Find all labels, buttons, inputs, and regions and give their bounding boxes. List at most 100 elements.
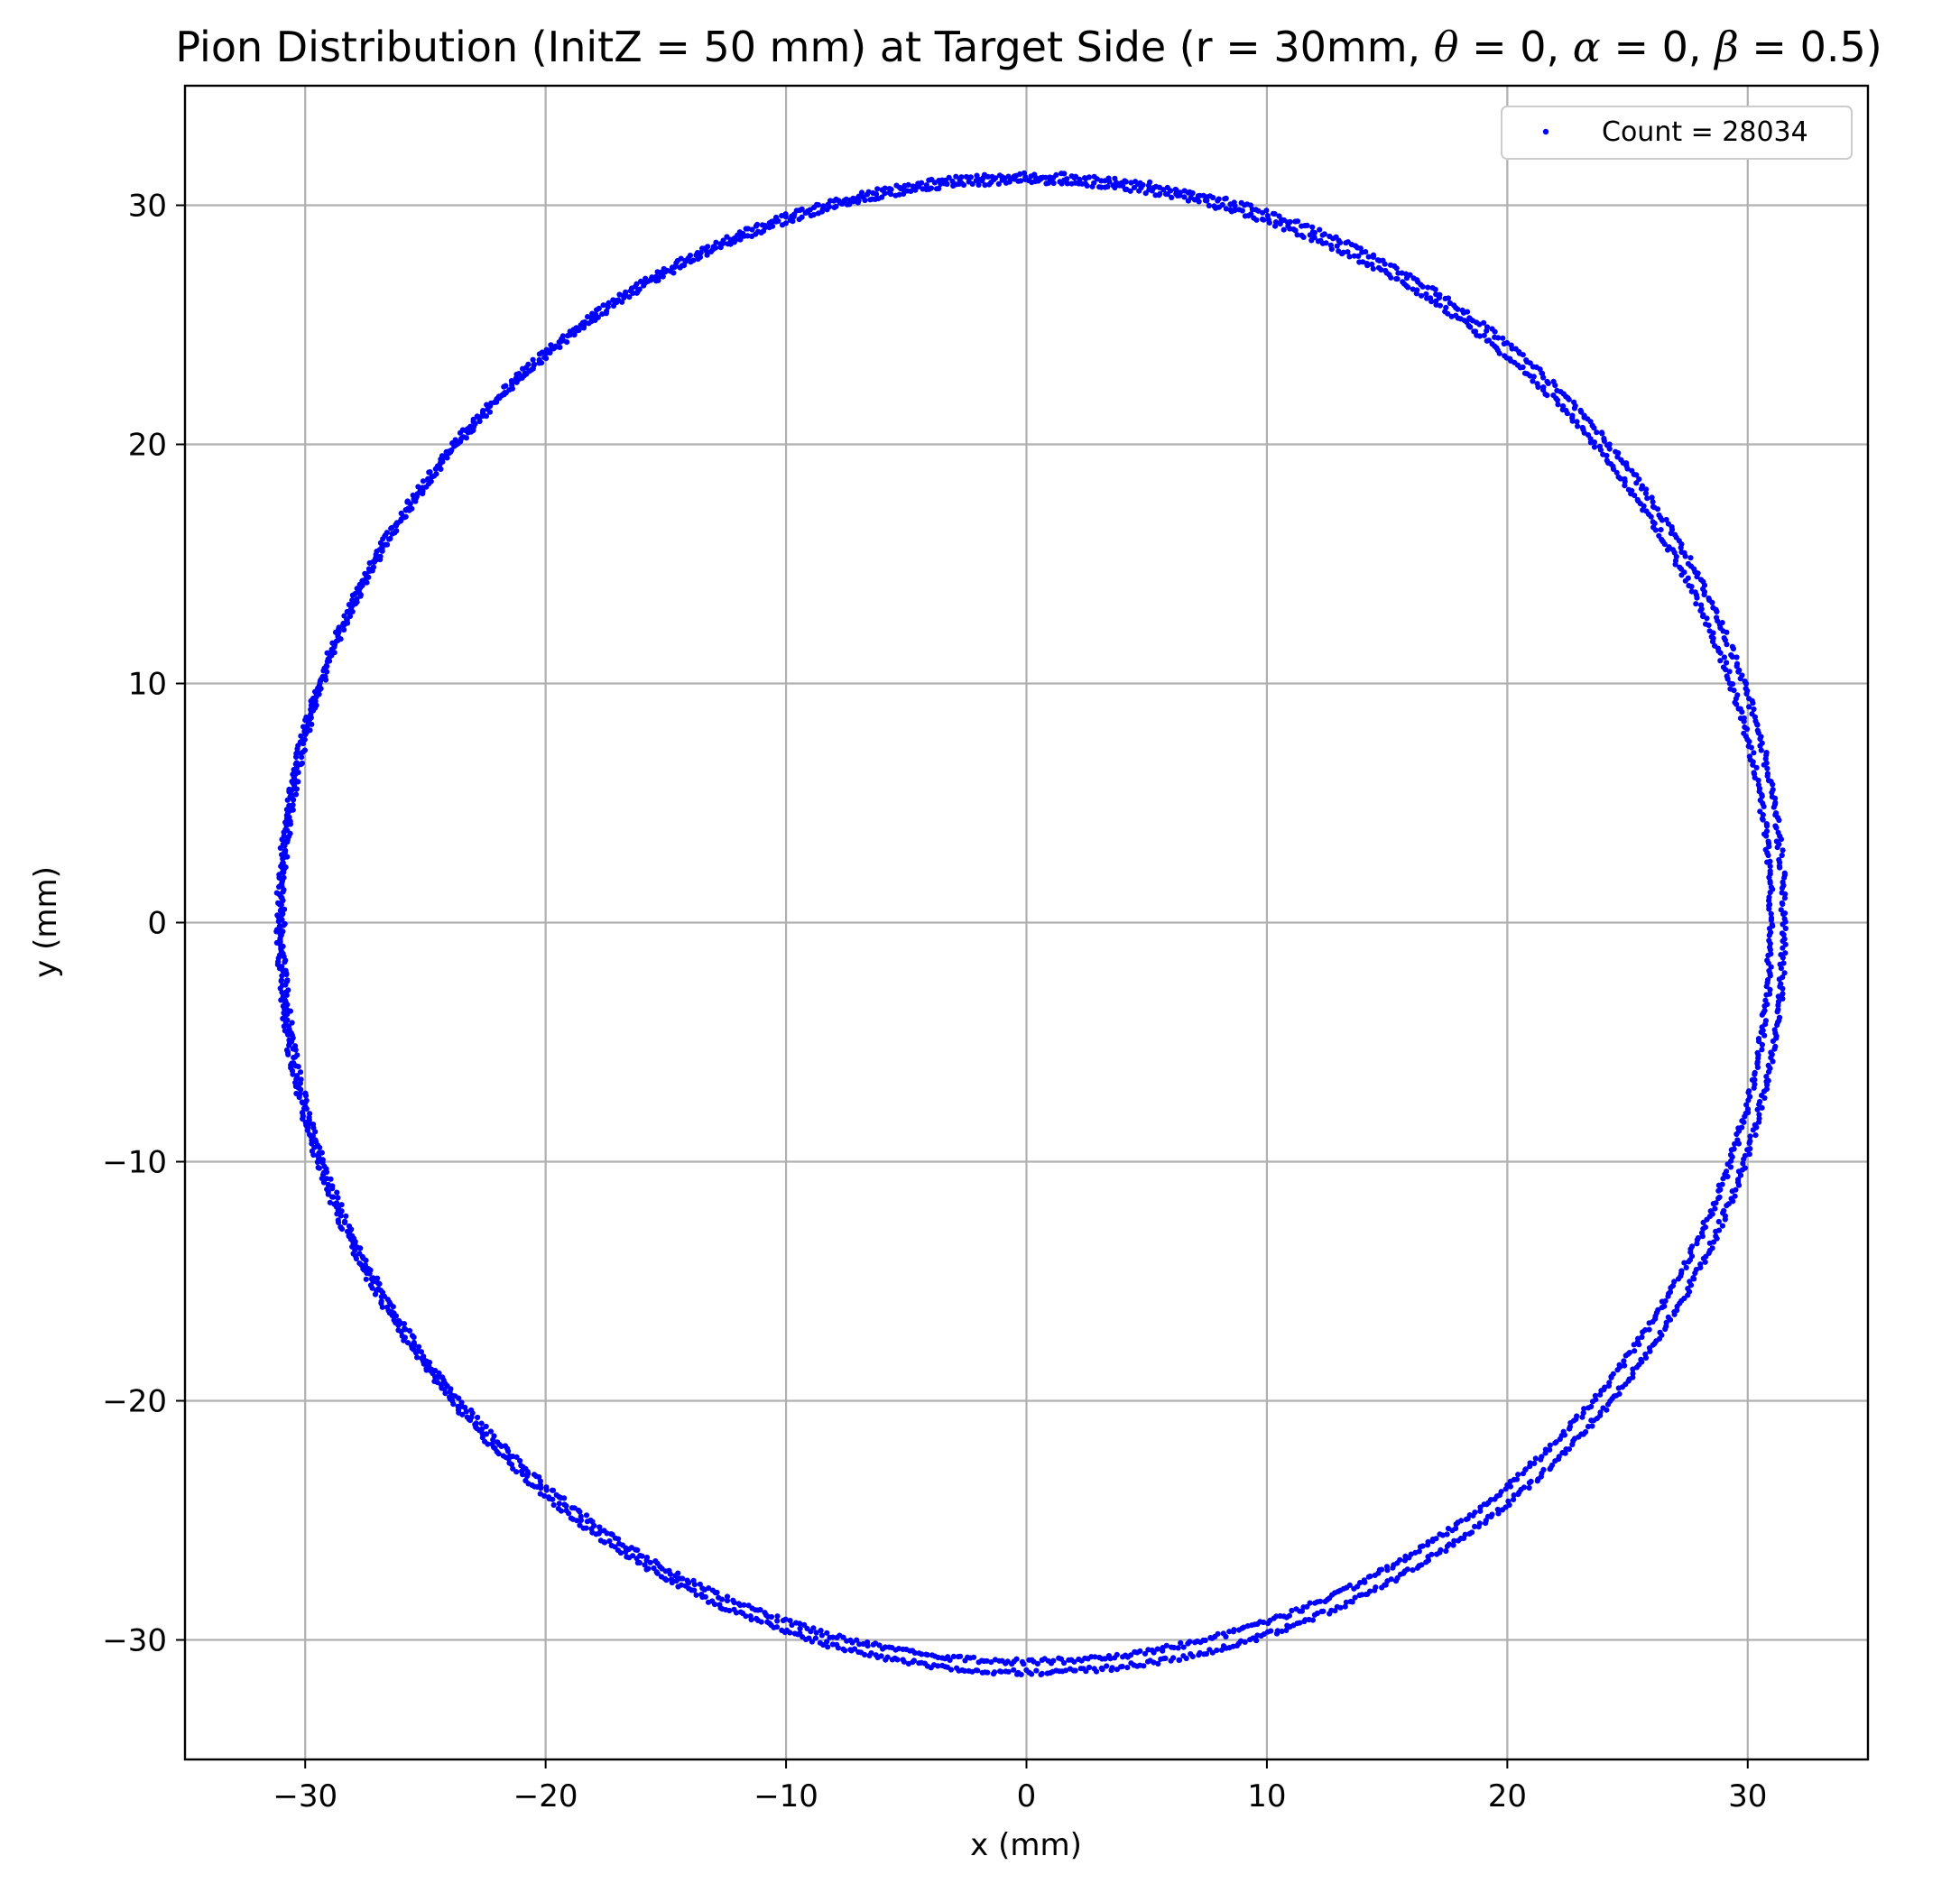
scatter-point xyxy=(1762,1018,1769,1024)
scatter-point xyxy=(1724,673,1730,679)
scatter-point xyxy=(854,1637,860,1643)
scatter-point xyxy=(1622,483,1628,489)
scatter-point xyxy=(1542,391,1549,397)
scatter-point xyxy=(513,1454,520,1460)
scatter-point xyxy=(1425,1538,1431,1545)
scatter-point xyxy=(779,222,786,228)
scatter-point xyxy=(1553,1439,1559,1445)
scatter-point xyxy=(1531,1460,1538,1466)
scatter-point xyxy=(947,1657,953,1663)
scatter-point xyxy=(957,1653,964,1659)
scatter-point xyxy=(1717,1187,1724,1193)
scatter-point xyxy=(300,1115,306,1122)
scatter-point xyxy=(1729,643,1735,650)
scatter-point xyxy=(1721,654,1727,660)
scatter-point xyxy=(1743,686,1749,692)
scatter-point xyxy=(1658,527,1664,533)
scatter-point xyxy=(979,178,985,184)
scatter-point xyxy=(1346,1582,1353,1588)
scatter-point xyxy=(1643,486,1650,493)
scatter-point xyxy=(1767,986,1773,993)
scatter-point xyxy=(376,1280,383,1287)
scatter-point xyxy=(476,418,483,425)
scatter-point xyxy=(1317,226,1323,233)
scatter-point xyxy=(347,613,354,620)
scatter-point xyxy=(1678,1268,1685,1274)
scatter-point xyxy=(1763,750,1770,756)
scatter-point xyxy=(1057,179,1063,185)
scatter-point xyxy=(401,1321,407,1327)
scatter-point xyxy=(1731,1146,1737,1152)
scatter-point xyxy=(1083,1668,1089,1675)
scatter-point xyxy=(329,1186,336,1192)
scatter-point xyxy=(478,1420,485,1427)
scatter-point xyxy=(1554,387,1560,393)
scatter-point xyxy=(1762,997,1769,1003)
scatter-point xyxy=(295,1064,301,1070)
scatter-point xyxy=(1319,232,1326,238)
scatter-point xyxy=(1423,291,1429,298)
scatter-point xyxy=(1142,190,1149,197)
x-axis-label: x (mm) xyxy=(970,1827,1082,1863)
scatter-point xyxy=(1173,190,1179,197)
scatter-point xyxy=(886,186,892,192)
scatter-point xyxy=(337,1210,344,1216)
scatter-point xyxy=(726,1607,733,1614)
scatter-point xyxy=(1102,1656,1108,1662)
scatter-point xyxy=(406,1327,413,1334)
scatter-point xyxy=(1764,957,1770,964)
scatter-point xyxy=(1502,353,1508,359)
scatter-point xyxy=(1222,196,1228,202)
scatter-point xyxy=(1315,238,1321,245)
scatter-point xyxy=(1781,936,1788,942)
scatter-point xyxy=(851,1646,858,1652)
scatter-point xyxy=(365,574,372,580)
scatter-point xyxy=(1522,1466,1529,1473)
scatter-point xyxy=(1374,257,1382,263)
scatter-point xyxy=(284,1017,291,1023)
scatter-point xyxy=(615,1536,622,1542)
scatter-point xyxy=(1388,1576,1394,1583)
scatter-point xyxy=(290,807,296,813)
scatter-point xyxy=(1523,357,1530,364)
y-tick-label: −20 xyxy=(102,1384,167,1420)
scatter-point xyxy=(1410,286,1416,292)
scatter-point xyxy=(802,209,809,217)
scatter-point xyxy=(319,1150,325,1156)
scatter-point xyxy=(840,1634,846,1640)
scatter-point xyxy=(1419,1562,1425,1568)
scatter-point xyxy=(314,1159,320,1166)
scatter-point xyxy=(1489,1511,1495,1518)
scatter-point xyxy=(420,491,426,497)
scatter-point xyxy=(1747,1146,1753,1152)
scatter-point xyxy=(1500,335,1506,341)
scatter-point xyxy=(1484,324,1491,330)
scatter-point xyxy=(1712,642,1718,649)
scatter-point xyxy=(1721,635,1727,642)
scatter-point xyxy=(1459,307,1465,313)
scatter-point xyxy=(1642,1351,1649,1357)
scatter-point xyxy=(1650,499,1656,505)
scatter-point xyxy=(916,183,922,189)
scatter-point xyxy=(667,268,674,274)
scatter-point xyxy=(1018,1671,1024,1677)
scatter-point xyxy=(949,178,956,184)
scatter-point xyxy=(1719,1181,1725,1187)
scatter-point xyxy=(1383,1564,1391,1570)
scatter-point xyxy=(1602,1384,1608,1390)
scatter-point xyxy=(796,217,802,223)
scatter-point xyxy=(1775,829,1781,836)
legend-label: Count = 28034 xyxy=(1602,116,1808,148)
scatter-point xyxy=(1136,188,1142,194)
scatter-point xyxy=(370,559,376,565)
scatter-point xyxy=(310,1151,317,1159)
scatter-point xyxy=(1766,937,1772,944)
scatter-point xyxy=(719,1596,726,1602)
scatter-point xyxy=(475,1414,481,1421)
scatter-point xyxy=(1753,764,1760,771)
scatter-point xyxy=(1086,1664,1093,1671)
scatter-point xyxy=(1583,1428,1589,1436)
scatter-point xyxy=(1555,402,1561,408)
scatter-point xyxy=(1370,252,1377,258)
scatter-point xyxy=(1710,605,1716,611)
